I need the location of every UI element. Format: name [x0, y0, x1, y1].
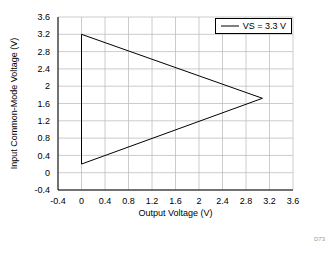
svg-text:Output Voltage (V): Output Voltage (V): [138, 208, 212, 218]
svg-text:1.2: 1.2: [37, 116, 50, 126]
svg-text:-0.4: -0.4: [34, 185, 50, 195]
svg-text:3.6: 3.6: [287, 196, 300, 206]
svg-text:2.4: 2.4: [216, 196, 229, 206]
svg-text:3.6: 3.6: [37, 12, 50, 22]
svg-text:2.8: 2.8: [240, 196, 253, 206]
svg-text:2: 2: [196, 196, 201, 206]
svg-text:3.2: 3.2: [37, 29, 50, 39]
svg-text:2.4: 2.4: [37, 64, 50, 74]
svg-text:0: 0: [79, 196, 84, 206]
svg-text:0.8: 0.8: [122, 196, 135, 206]
svg-text:0.4: 0.4: [99, 196, 112, 206]
svg-text:-0.4: -0.4: [50, 196, 66, 206]
svg-text:1.2: 1.2: [146, 196, 159, 206]
svg-text:3.2: 3.2: [263, 196, 276, 206]
svg-text:0: 0: [45, 168, 50, 178]
html-text:D73: D73: [314, 236, 325, 242]
svg-text:0.4: 0.4: [37, 151, 50, 161]
svg-text:Input Common-Mode Voltage (V): Input Common-Mode Voltage (V): [9, 38, 19, 170]
svg-text:1.6: 1.6: [37, 99, 50, 109]
svg-text:0.8: 0.8: [37, 133, 50, 143]
svg-text:1.6: 1.6: [169, 196, 182, 206]
svg-text:2.8: 2.8: [37, 47, 50, 57]
html-text:VS = 3.3 V: VS = 3.3 V: [242, 21, 286, 31]
svg-text:2: 2: [45, 81, 50, 91]
